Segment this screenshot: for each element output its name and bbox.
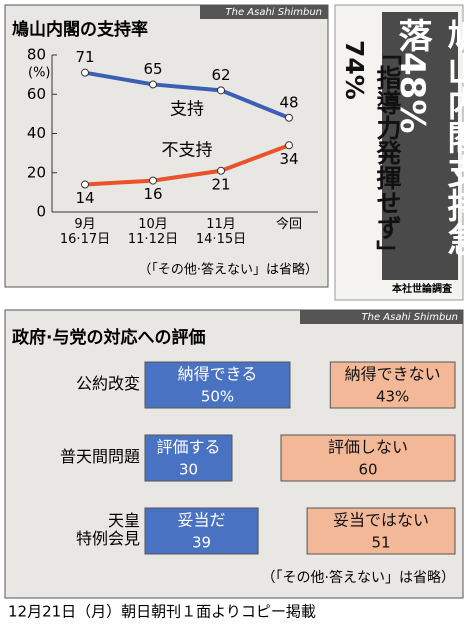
- y-axis-label: (%): [28, 66, 51, 81]
- bar: [144, 434, 233, 482]
- bar-label: 評価する: [156, 438, 220, 457]
- data-label: 65: [143, 60, 162, 78]
- x-tick-label: 今回: [275, 217, 302, 232]
- y-tick-label: 80: [27, 46, 46, 64]
- note: （「その他·答えない」は省略）: [138, 262, 318, 278]
- point: [217, 86, 225, 95]
- data-label: 71: [75, 48, 94, 66]
- bar-label: 妥当ではない: [333, 511, 429, 530]
- bar: [144, 361, 291, 409]
- bar-value: 39: [192, 534, 211, 552]
- bar-label: 妥当だ: [178, 511, 226, 530]
- bar: [280, 434, 456, 482]
- bar-value: 50%: [201, 388, 234, 406]
- point: [217, 166, 225, 175]
- bar: [329, 361, 456, 409]
- caption: 12月21日（月）朝日朝刊１面よりコピー掲載: [8, 603, 316, 621]
- data-label: 48: [279, 93, 298, 111]
- x-tick-label: 10月 11·12日: [127, 217, 179, 247]
- bar-value: 43%: [376, 388, 409, 406]
- point: [149, 80, 157, 89]
- headline-source: 本社世論調査: [392, 284, 452, 295]
- bar: [306, 507, 456, 555]
- point: [149, 176, 157, 185]
- row-label: 天皇 特例会見: [75, 511, 140, 549]
- bar-label: 納得できる: [178, 365, 258, 384]
- credit-strip: [200, 5, 328, 19]
- row-label: 公約改変: [75, 374, 140, 393]
- x-tick-label: 11月 14·15日: [195, 217, 247, 247]
- headline-sub: 「指導力発揮せず」74%: [340, 40, 402, 265]
- data-label: 34: [279, 150, 298, 168]
- point: [285, 141, 293, 150]
- data-label: 62: [211, 66, 230, 84]
- point: [81, 68, 89, 77]
- series-name: 支持: [170, 99, 204, 119]
- series-line: [84, 70, 290, 120]
- series-name: 不支持: [162, 141, 213, 161]
- bar-value: 30: [179, 461, 198, 479]
- data-label: 21: [211, 175, 230, 193]
- series-line: [84, 143, 290, 187]
- data-label: 16: [143, 185, 162, 203]
- credit: The Asahi Shimbun: [362, 312, 458, 323]
- point: [285, 113, 293, 122]
- note: （「その他·答えない」は省略）: [262, 569, 455, 586]
- credit-strip: [300, 310, 463, 324]
- bar-label: 納得できない: [345, 365, 441, 384]
- x-tick-label: 9月 16·17日: [59, 217, 111, 247]
- point: [81, 180, 89, 189]
- data-label: 14: [75, 189, 94, 207]
- line-panel: [4, 4, 329, 288]
- bar-value: 51: [372, 534, 391, 552]
- bar-value: 60: [358, 461, 377, 479]
- y-tick-label: 0: [36, 203, 46, 221]
- y-tick-label: 20: [27, 163, 46, 181]
- y-tick-label: 60: [27, 85, 46, 103]
- row-label: 普天間問題: [59, 447, 140, 466]
- y-tick-label: 40: [27, 124, 46, 142]
- headline-main: 鳩山内閣支持急落48%: [392, 18, 468, 256]
- credit: The Asahi Shimbun: [226, 7, 322, 18]
- headline-block: [382, 12, 458, 280]
- bar: [144, 507, 259, 555]
- eval-title: 政府·与党の対応への評価: [12, 327, 205, 348]
- line-title: 鳩山内閣の支持率: [12, 19, 148, 40]
- bar-label: 評価しない: [328, 438, 408, 457]
